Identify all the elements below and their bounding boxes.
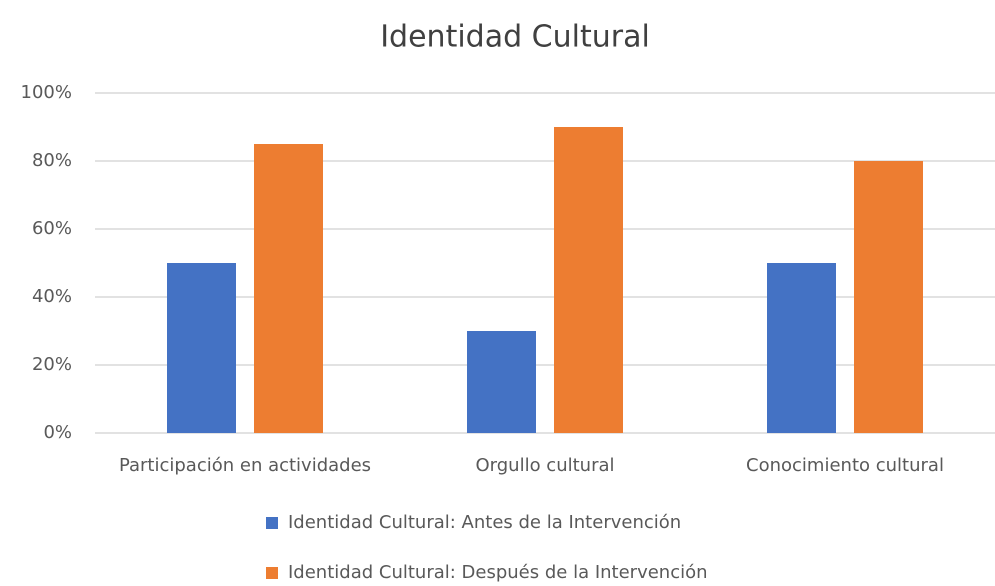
bar xyxy=(854,161,923,433)
y-tick-label: 100% xyxy=(21,82,72,103)
bar xyxy=(254,144,323,433)
chart-title: Identidad Cultural xyxy=(380,20,650,55)
bar xyxy=(767,263,836,433)
y-tick-label: 40% xyxy=(32,286,72,307)
x-tick-label: Orgullo cultural xyxy=(475,455,614,476)
x-tick-label: Conocimiento cultural xyxy=(746,455,944,476)
y-tick-label: 0% xyxy=(43,422,72,443)
bar xyxy=(467,331,536,433)
legend-swatch xyxy=(266,567,278,579)
bar xyxy=(167,263,236,433)
legend-label: Identidad Cultural: Después de la Interv… xyxy=(288,562,708,583)
y-tick-label: 80% xyxy=(32,150,72,171)
y-tick-label: 20% xyxy=(32,354,72,375)
x-tick-label: Participación en actividades xyxy=(119,455,371,476)
legend-swatch xyxy=(266,517,278,529)
y-tick-label: 60% xyxy=(32,218,72,239)
bar xyxy=(554,127,623,433)
legend-label: Identidad Cultural: Antes de la Interven… xyxy=(288,512,681,533)
